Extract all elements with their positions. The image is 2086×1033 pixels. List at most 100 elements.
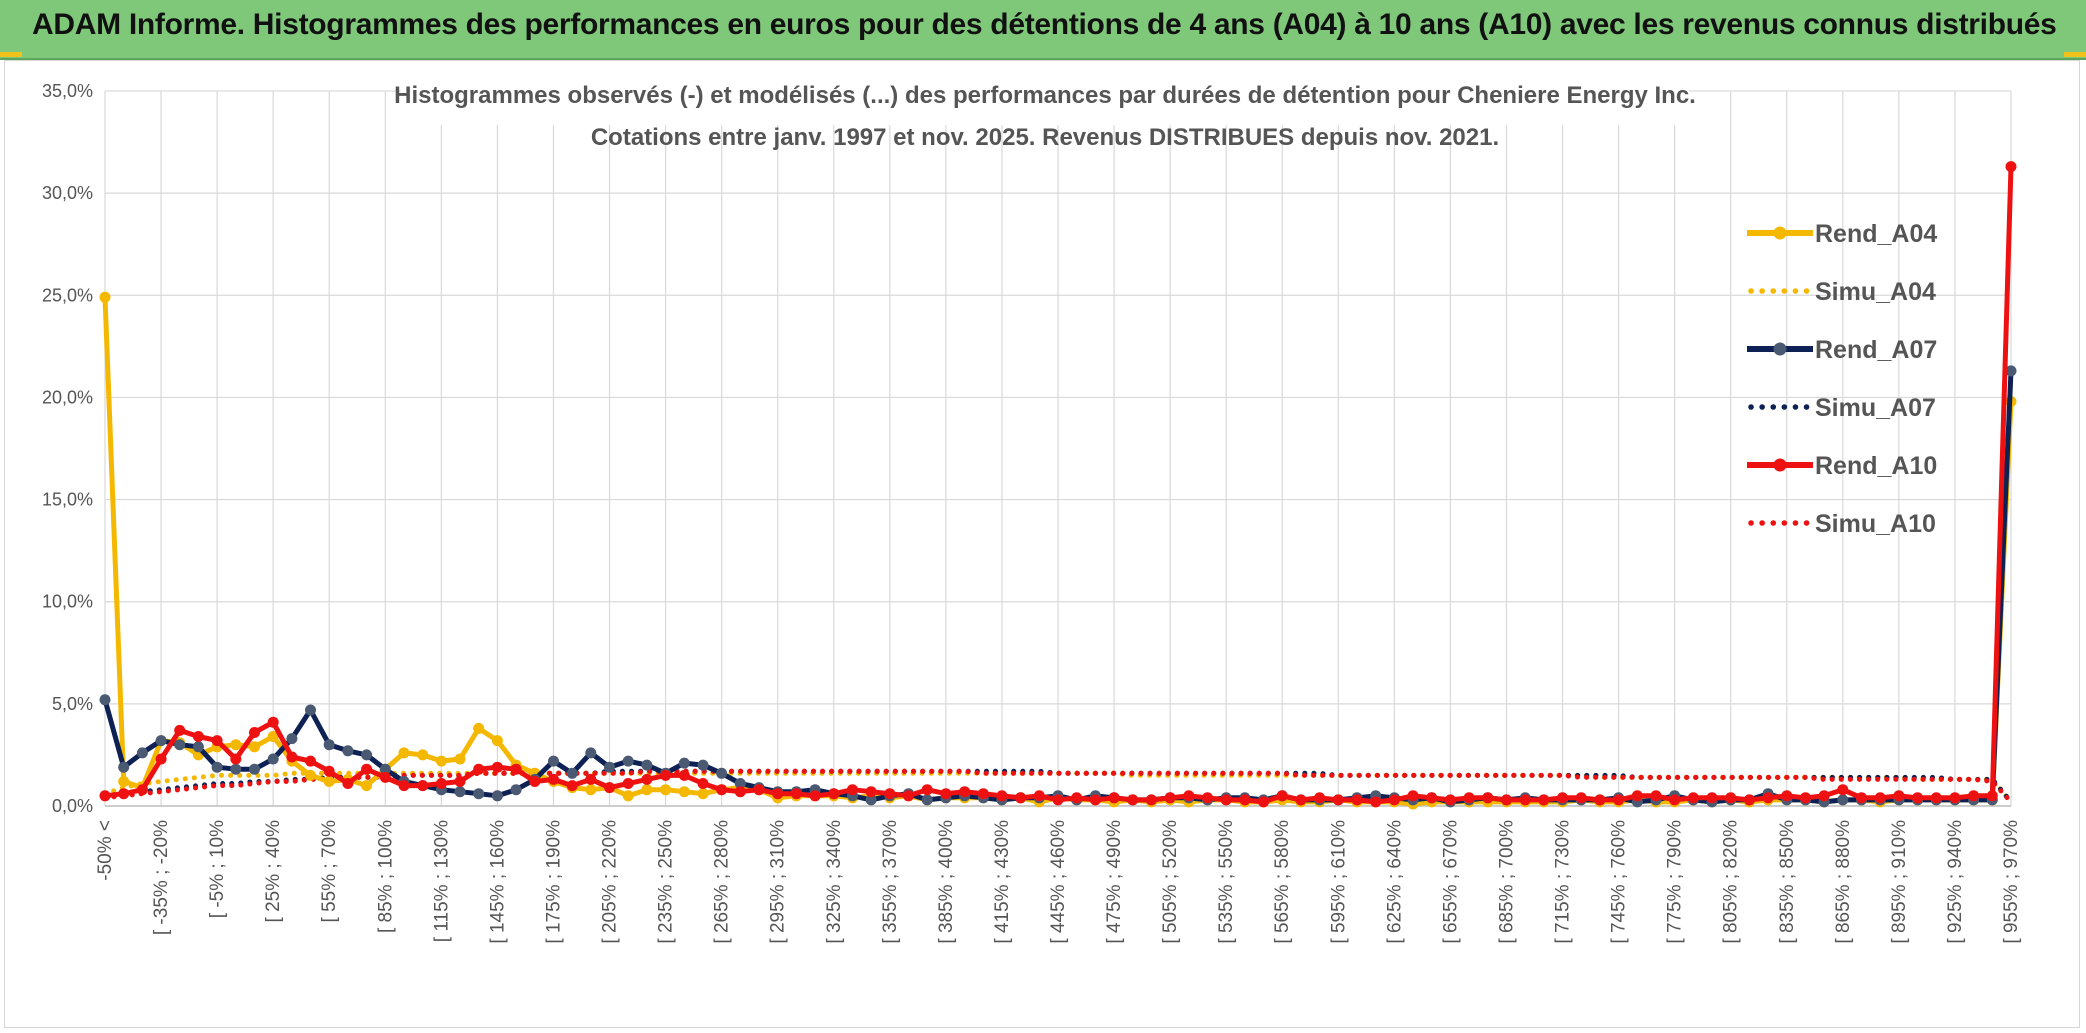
x-tick-label: [ 85% ; 100% [375,820,396,933]
series-rend-a07-point [155,735,167,747]
x-tick-label: [ 535% ; 550% [1216,820,1237,944]
series-rend-a10-point [1557,792,1568,804]
chart-frame: 0,0% 5,0% 10,0% 15,0% 20,0% 25,0% 30,0% 35,0% -… [4,60,2080,1028]
series-rend-a04-point [622,790,634,802]
series-rend-a10-point [1501,794,1512,806]
series-rend-a04-point [678,786,690,798]
series-rend-a07-point [118,761,130,773]
series-rend-a10-point [828,788,840,800]
series-rend-a07-point [491,790,503,802]
series-rend-a10-point [1295,794,1307,806]
chart-title-backdrop [401,63,1689,125]
series-rend-a07-point [136,747,148,759]
x-tick-label: [ 685% ; 700% [1496,820,1517,944]
series-rend-a07-point [230,763,242,775]
series-rend-a04-point [435,755,447,767]
series-rend-a07-point [510,784,522,796]
x-tick-label: [ -35% ; -20% [151,820,172,935]
series-rend-a07-point [566,767,578,779]
x-tick-label: [ 865% ; 880% [1833,820,1854,944]
series-rend-a10-point [1033,790,1045,802]
series-rend-a10-point [1949,792,1961,804]
banner-accent-right [2064,52,2086,57]
series-rend-a10-point [716,784,728,796]
series-rend-a10-point [1594,794,1606,806]
series-rend-a10-point [1725,792,1737,804]
x-tick-label: [ 835% ; 850% [1777,820,1798,944]
x-tick-label: [ 595% ; 610% [1328,820,1349,944]
series-rend-a10-point [155,753,167,765]
series-rend-a10-point [1874,792,1886,804]
series-rend-a10-point [1986,790,1998,802]
series-rend-a04-point [491,735,503,747]
chart-subtitle: Cotations entre janv. 1997 et nov. 2025.… [591,124,1499,151]
x-tick-label: [ 205% ; 220% [600,820,621,944]
series-rend-a10-point [1650,790,1662,802]
series-rend-a10-point [809,790,821,802]
series-rend-a07-point [585,747,597,759]
legend-rend-a04-marker [1773,226,1787,240]
series-rend-a10-point [940,788,952,800]
x-tick-label: [ 775% ; 790% [1665,820,1686,944]
series-rend-a10-point [548,773,559,785]
series-rend-a10-point [772,788,784,800]
series-rend-a10-point [99,790,111,802]
series-rend-a10-point [267,716,279,728]
series-rend-a07-point [716,767,728,779]
series-rend-a10-point [1968,790,1980,802]
x-tick-label: [ 325% ; 340% [824,820,845,944]
series-rend-a10-point [192,731,204,742]
legend-simu-a10-label: Simu_A10 [1815,510,1936,538]
series-rend-a10-point [1052,794,1064,806]
series-rend-a10-point [286,751,298,763]
series-rend-a04-point [398,747,410,759]
y-tick-label: 5,0% [52,694,93,714]
series-rend-a07-point [267,753,279,765]
y-axis: 0,0% 5,0% 10,0% 15,0% 20,0% 25,0% 30,0% 35,0% [42,81,93,816]
series-rend-a07-point [192,741,204,753]
series-rend-a10-point [211,735,223,747]
series-rend-a10-point [454,776,466,787]
series-rend-a10-point [734,786,746,798]
series-rend-a07-point [622,755,634,767]
series-rend-a10-point [1706,792,1718,804]
series-rend-a10-point [379,771,391,783]
x-tick-label: [ -5% ; 10% [207,820,228,918]
x-tick-label: [ 805% ; 820% [1721,820,1742,944]
legend-rend-a07-label: Rend_A07 [1815,336,1937,364]
series-rend-a10-point [1463,792,1475,804]
series-rend-a10-point [622,778,634,789]
banner-accent-left [0,52,22,57]
x-tick-label: [ 355% ; 370% [880,820,901,944]
series-rend-a10-point [1071,792,1083,804]
series-rend-a10-point [305,755,316,767]
series-rend-a10-point [1015,792,1027,804]
series-rend-a04-point [641,784,653,796]
series-rend-a10-point [361,763,373,775]
series-rend-a07-point [641,759,653,771]
series-rend-a10-point [996,790,1008,802]
series-rend-a10-point [1164,792,1176,804]
x-tick-label: [ 175% ; 190% [543,820,564,944]
series-simu-a10-line [102,768,2014,805]
series-rend-a10-point [585,773,597,785]
series-rend-a10-point [641,773,653,785]
series-rend-a10-point [921,784,933,796]
series-rend-a10-point [1108,792,1120,804]
series-rend-a04-point [454,753,466,765]
series-rend-a10-point [566,780,578,792]
series-rend-a07-point [361,749,373,761]
series-rend-a10-point [959,786,971,798]
legend-rend-a04-label: Rend_A04 [1815,220,1937,248]
series-rend-a10-point [1332,794,1344,806]
series-rend-a10-point [342,778,354,789]
series-rend-a07-point [604,761,615,773]
series-rend-a10-point [847,784,858,796]
series-rend-a10-point [977,788,989,800]
chart: 0,0% 5,0% 10,0% 15,0% 20,0% 25,0% 30,0% 35,0% -… [42,63,2022,944]
series-rend-a10-point [1519,794,1531,806]
series-rend-a10-point [1220,794,1232,806]
x-tick-label: [ 895% ; 910% [1889,820,1910,944]
series-rend-a10-point [435,778,447,789]
series-rend-a04-point [417,749,429,761]
